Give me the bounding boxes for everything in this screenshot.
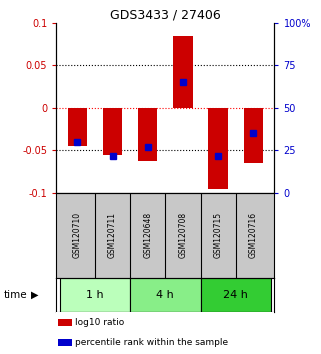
- Bar: [244, 108, 263, 163]
- Bar: [58, 319, 72, 326]
- Text: GSM120710: GSM120710: [73, 212, 82, 258]
- Text: GSM120708: GSM120708: [178, 212, 187, 258]
- Text: 1 h: 1 h: [86, 290, 104, 300]
- Text: GSM120715: GSM120715: [213, 212, 223, 258]
- Text: percentile rank within the sample: percentile rank within the sample: [75, 338, 228, 347]
- Bar: [103, 108, 122, 155]
- Text: GSM120648: GSM120648: [143, 212, 152, 258]
- Text: time: time: [3, 290, 27, 300]
- Text: GSM120716: GSM120716: [249, 212, 258, 258]
- Bar: [208, 108, 228, 189]
- Text: ▶: ▶: [30, 290, 38, 300]
- Bar: [130, 278, 201, 312]
- Bar: [60, 278, 130, 312]
- Text: 4 h: 4 h: [156, 290, 174, 300]
- Text: log10 ratio: log10 ratio: [75, 318, 124, 327]
- Bar: [201, 278, 271, 312]
- Bar: [58, 339, 72, 346]
- Title: GDS3433 / 27406: GDS3433 / 27406: [110, 9, 221, 22]
- Bar: [173, 36, 193, 108]
- Bar: [138, 108, 157, 161]
- Text: 24 h: 24 h: [223, 290, 248, 300]
- Text: GSM120711: GSM120711: [108, 212, 117, 258]
- Bar: [68, 108, 87, 146]
